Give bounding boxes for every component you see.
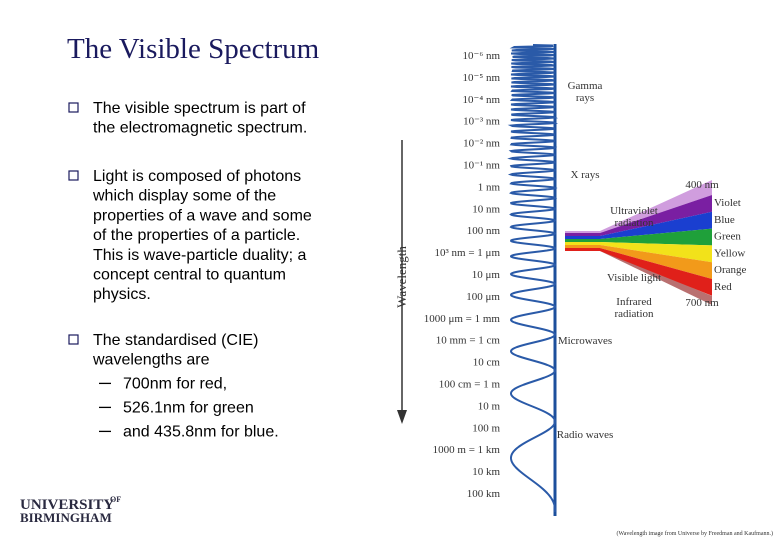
logo-city: BIRMINGHAM bbox=[20, 510, 112, 525]
sub-bullet-text: and 435.8nm for blue. bbox=[123, 423, 279, 440]
scale-label: 10 μm bbox=[472, 269, 501, 281]
color-band bbox=[565, 245, 712, 279]
axis-label: Wavelength bbox=[394, 246, 409, 308]
range-long: 700 nm bbox=[685, 297, 719, 309]
scale-label: 10⁻⁴ nm bbox=[463, 94, 501, 106]
scale-label: 10⁻¹ nm bbox=[463, 160, 500, 172]
region-label: radiation bbox=[614, 308, 654, 320]
scale-label: 10³ nm = 1 μm bbox=[434, 247, 500, 259]
bullet-text: physics. bbox=[93, 286, 151, 303]
logo-superscript: OF bbox=[110, 495, 121, 504]
scale-label: 10 nm bbox=[472, 203, 500, 215]
scale-label: 100 μm bbox=[466, 291, 500, 303]
scale-label: 100 cm = 1 m bbox=[439, 379, 501, 391]
bullet-text: properties of a wave and some bbox=[93, 207, 312, 224]
bullet-text: which display some of the bbox=[92, 188, 276, 205]
bullet-text: This is wave-particle duality; a bbox=[93, 247, 307, 264]
arrow-head bbox=[397, 410, 407, 424]
color-band bbox=[565, 242, 712, 263]
region-label: Gamma bbox=[568, 80, 603, 92]
scale-label: 10⁻² nm bbox=[463, 138, 500, 150]
region-label: Infrared bbox=[616, 296, 652, 308]
sub-bullet-text: 700nm for red, bbox=[123, 375, 227, 392]
bullet-text: The visible spectrum is part of bbox=[93, 100, 306, 117]
scale-label: 10⁻³ nm bbox=[463, 116, 500, 128]
region-label: Ultraviolet bbox=[610, 205, 658, 217]
bullet-text: concept central to quantum bbox=[93, 267, 286, 284]
color-label: Orange bbox=[714, 264, 746, 276]
scale-label: 100 m bbox=[472, 422, 500, 434]
slide-title: The Visible Spectrum bbox=[67, 33, 320, 65]
scale-label: 1000 μm = 1 mm bbox=[424, 313, 501, 325]
bullet-text: the electromagnetic spectrum. bbox=[93, 120, 307, 137]
color-label: Green bbox=[714, 231, 741, 243]
scale-label: 1 nm bbox=[478, 181, 501, 193]
wave bbox=[507, 44, 559, 513]
logo: UNIVERSITY OF BIRMINGHAM bbox=[20, 495, 121, 525]
color-band bbox=[565, 228, 712, 246]
region-label: rays bbox=[576, 92, 594, 104]
sub-bullet-text: 526.1nm for green bbox=[123, 399, 254, 416]
logo-name: UNIVERSITY bbox=[20, 497, 114, 513]
color-label: Violet bbox=[714, 197, 741, 209]
color-band bbox=[565, 211, 712, 239]
bullet-marker bbox=[68, 170, 79, 181]
bullet-text: Light is composed of photons bbox=[93, 168, 301, 185]
color-label: Red bbox=[714, 281, 732, 293]
scale-label: 10 mm = 1 cm bbox=[436, 335, 501, 347]
color-band bbox=[565, 248, 712, 296]
scale-label: 10 km bbox=[472, 466, 500, 478]
scale-label: 10⁻⁶ nm bbox=[463, 50, 501, 62]
bullet-text: of the properties of a particle. bbox=[93, 227, 300, 244]
region-label: X rays bbox=[570, 169, 599, 181]
region-label: Radio waves bbox=[557, 429, 614, 441]
bullet-marker bbox=[68, 334, 79, 345]
caption: (Wavelength image from Universe by Freed… bbox=[617, 530, 773, 537]
bullet-text: The standardised (CIE) bbox=[93, 332, 258, 349]
region-label: Visible light bbox=[607, 272, 661, 284]
spectrum-figure: Wavelength 10⁻⁶ nm 10⁻⁵ nm 10⁻⁴ nm 10⁻³ nm 1… bbox=[394, 44, 746, 516]
scale-label: 10⁻⁵ nm bbox=[463, 72, 501, 84]
region-label: radiation bbox=[614, 217, 654, 229]
scale-label: 1000 m = 1 km bbox=[433, 444, 501, 456]
bullet-marker bbox=[68, 102, 79, 113]
scale-label: 10 m bbox=[478, 400, 501, 412]
scale-label: 100 km bbox=[467, 488, 501, 500]
color-label: Blue bbox=[714, 214, 735, 226]
color-label: Yellow bbox=[714, 247, 745, 259]
region-label: Microwaves bbox=[558, 335, 612, 347]
bullet-text: wavelengths are bbox=[92, 352, 210, 369]
bullet-list: The visible spectrum is part of the elect… bbox=[68, 100, 312, 440]
range-short: 400 nm bbox=[685, 179, 719, 191]
color-band bbox=[565, 195, 712, 236]
scale-label: 10 cm bbox=[473, 357, 501, 369]
scale-label: 100 nm bbox=[467, 225, 501, 237]
